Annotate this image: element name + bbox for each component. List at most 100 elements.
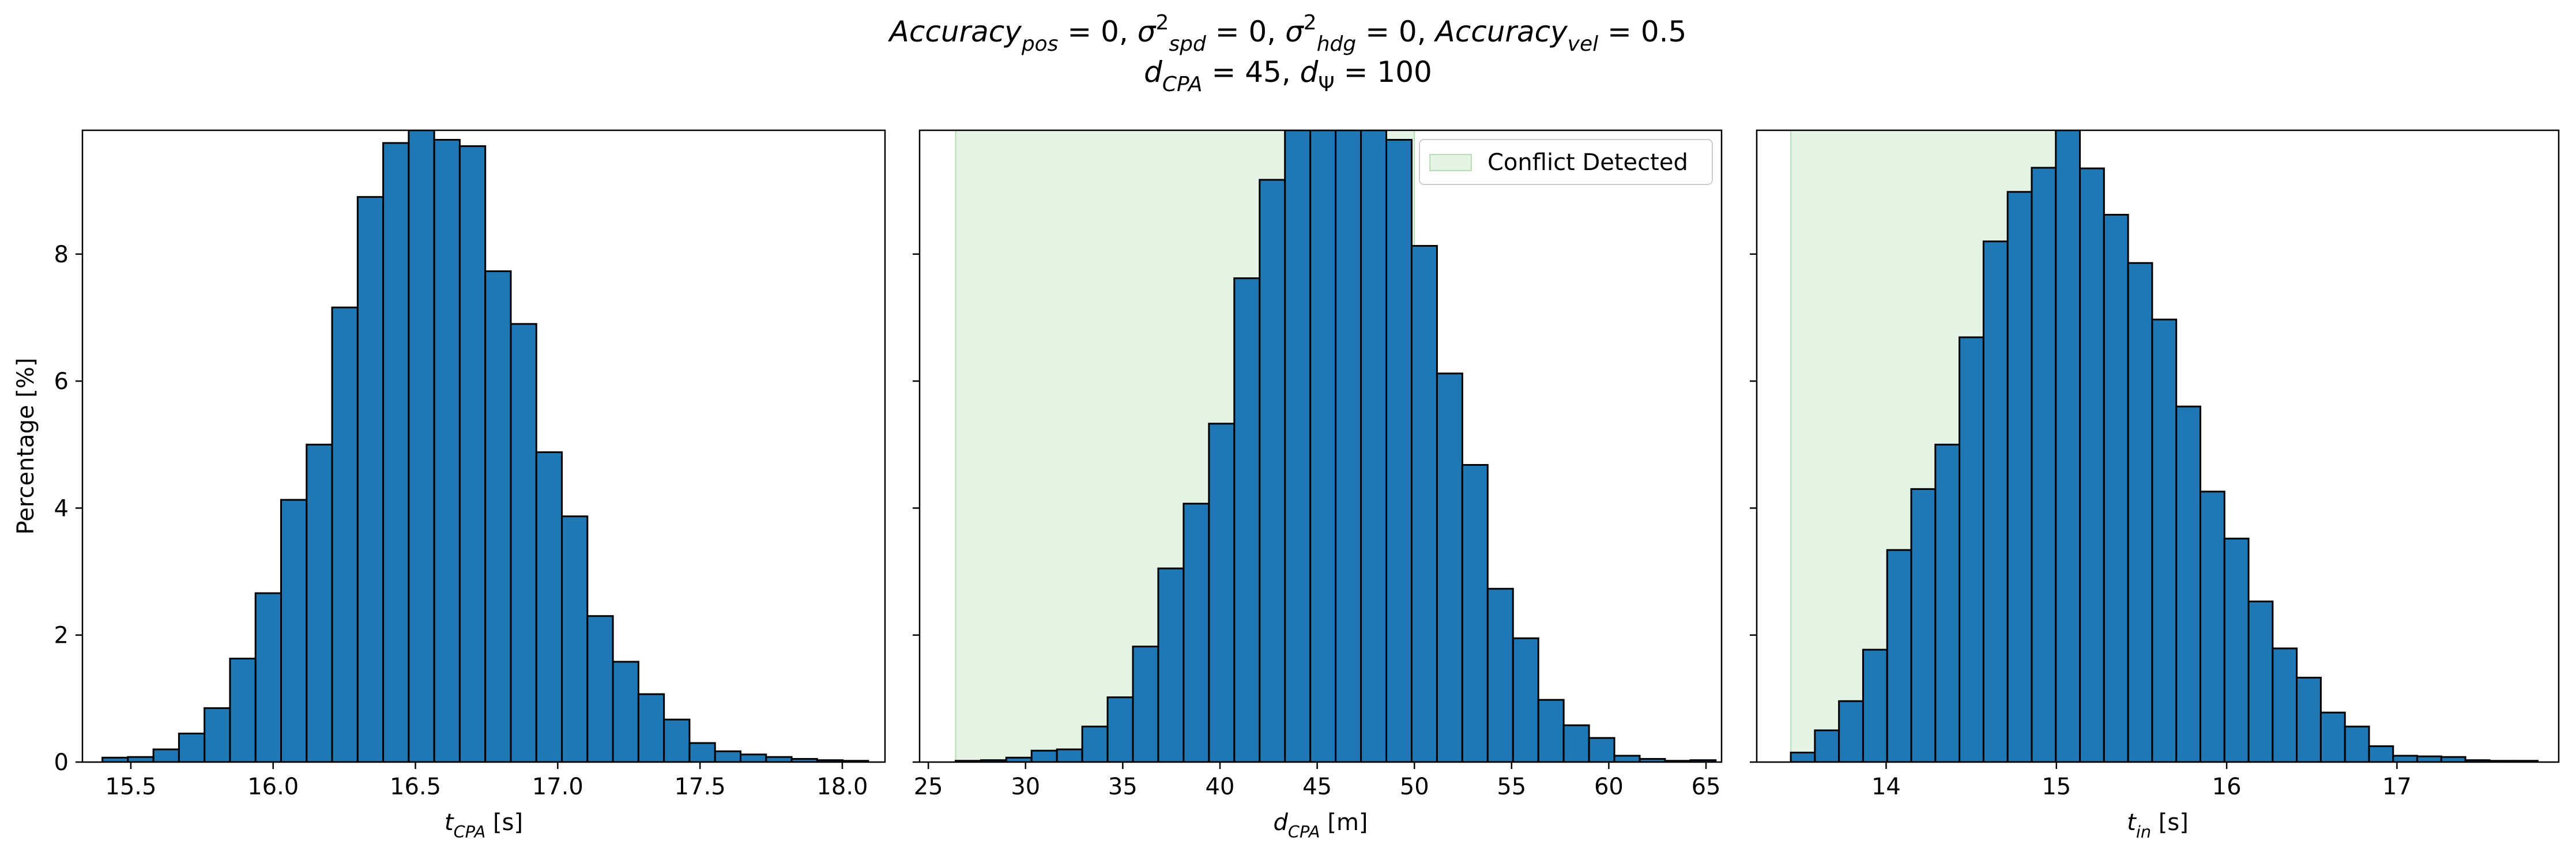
histogram-bar [2031,167,2057,762]
title-line-1-run: Accuracy [1434,15,1569,48]
histogram-bar [1182,503,1210,762]
histogram-bar [2416,755,2442,762]
x-axis-label-run: t [445,809,454,836]
x-axis-label-run: t [2127,809,2137,836]
title-line-2: dCPA = 45, dΨ = 100 [1144,55,1432,96]
x-tick-label: 15 [2042,774,2071,800]
title-line-2-run: d [1144,55,1162,89]
histogram-bar [1486,587,1514,762]
histogram-bar [306,443,333,762]
x-tick-label: 17.0 [532,774,583,800]
title-line-1-run: spd [1169,32,1207,56]
histogram-bar [1790,751,1816,762]
x-tick-label: 18.0 [816,774,868,800]
x-tick-label: 16 [2212,774,2242,800]
histogram-bar [1284,130,1312,762]
histogram-bar [382,142,410,762]
histogram-bar [1081,725,1109,762]
x-tick-label: 17 [2382,774,2412,800]
histogram-bar [612,661,639,762]
legend-label: Conflict Detected [1487,149,1688,176]
histogram-bar [739,753,767,762]
x-tick-label: 40 [1206,774,1235,800]
histogram-bar [1360,130,1388,762]
x-tick-label: 50 [1400,774,1429,800]
histogram-bar [1613,755,1641,762]
histogram-bar [1132,646,1159,762]
title-line-1-run: pos [1021,32,1059,56]
histogram-bar [1106,696,1134,762]
histogram-bar [535,451,563,762]
histogram-bar [663,718,691,762]
x-tick-label: 16.5 [390,774,441,800]
histogram-bar [1056,748,1083,762]
histogram-bar [765,756,793,762]
histogram-bar [484,270,512,762]
histogram-bar [1461,463,1489,762]
histogram-bar [1157,567,1185,762]
x-tick-label: 35 [1108,774,1138,800]
x-axis-label: tCPA [s] [445,809,523,842]
histogram-bar [1588,737,1615,762]
histogram-panel-1: 15.5 16.0 16.5 17.0 17.5 18.0 0 2 4 6 8 tCPA [s] Per… [13,129,886,842]
histogram-bar [1862,649,1888,762]
histogram-bar [152,748,180,762]
plot-area [1790,130,2539,762]
histogram-bar [2368,745,2394,762]
x-tick-label: 17.5 [675,774,726,800]
histogram-bar [1814,729,1840,762]
title-line-2-run: Ψ [1318,73,1334,96]
axes-frame [918,129,1723,763]
y-tick-label: 2 [54,623,69,649]
x-axis-label: tin [s] [2127,809,2189,842]
histogram-bar [280,499,308,762]
histogram-bar [229,657,257,762]
x-tick-label: 30 [1011,774,1040,800]
x-axis-label: dCPA [m] [1273,809,1368,842]
title-line-1-run: hdg [1317,32,1357,56]
histogram-bar [2079,167,2105,762]
title-line-1-run: = 0, [1058,15,1137,48]
title-line-2-run: = 45, [1203,55,1300,89]
title-line-2-run: d [1300,55,1319,89]
x-axis-label-run: CPA [454,822,486,842]
title-line-1-run: = 0, [1356,15,1435,48]
x-axis-label-run: in [2136,822,2151,842]
histogram-bar [2006,191,2033,762]
histogram-bar [2296,676,2322,762]
histogram-bar [331,306,359,762]
title-line-1-run: 2 [1304,11,1317,35]
y-tick-label: 0 [54,749,69,776]
title-line-1-run: σ [1285,15,1304,48]
histogram-bar [127,756,155,762]
histogram-bar [1436,372,1463,762]
histogram-bar [688,742,716,762]
title-line-1-run: = 0.5 [1598,15,1686,48]
histogram-panel-2: 25 30 35 40 45 50 55 60 65 dCPA [m] Conflict Detec… [913,129,1723,842]
title-line-1-run: σ [1138,15,1157,48]
histogram-bar [356,196,385,762]
axes-frame [81,129,886,763]
x-axis-label-run: CPA [1288,822,1320,842]
histogram-bar [1233,277,1261,762]
x-tick-label: 55 [1497,774,1526,800]
y-axis-label: Percentage [%] [13,358,39,535]
plot-area [954,130,1717,762]
x-tick-label: 60 [1594,774,1624,800]
x-tick-label: 45 [1302,774,1332,800]
title-line-1-run: vel [1568,32,1598,56]
histogram-bar [1259,179,1286,762]
histogram-bar [1512,637,1539,762]
histogram-bar [1910,488,1937,762]
histogram-bar [1562,724,1590,762]
x-tick-label: 14 [1871,774,1901,800]
histogram-bar [510,323,537,762]
histogram-bar [204,707,231,762]
plot-area [101,130,869,762]
x-axis-label-run: [s] [485,809,523,836]
histogram-bar [1208,423,1236,762]
x-tick-label: 25 [914,774,943,800]
histogram-bar [433,139,461,762]
